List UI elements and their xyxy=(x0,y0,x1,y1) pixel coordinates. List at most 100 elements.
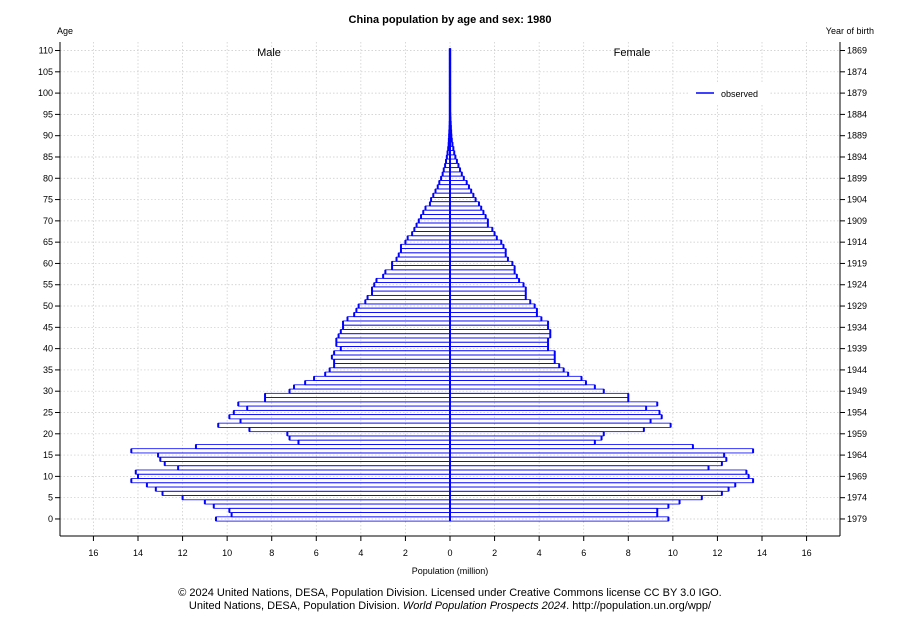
male-bar xyxy=(289,435,451,441)
y-tick-label-age: 5 xyxy=(48,493,53,503)
male-bar xyxy=(347,316,451,322)
female-bar xyxy=(449,456,727,462)
y-tick-label-birth-year: 1899 xyxy=(847,173,867,183)
female-bar xyxy=(449,465,709,471)
male-bar xyxy=(430,197,451,203)
female-bar xyxy=(449,171,463,177)
y-tick-label-age: 55 xyxy=(43,280,53,290)
x-tick-label: 12 xyxy=(712,548,722,558)
y-tick-label-birth-year: 1909 xyxy=(847,216,867,226)
female-bar xyxy=(449,294,527,301)
x-tick-label: 4 xyxy=(358,548,363,558)
y-tick-label-birth-year: 1934 xyxy=(847,322,867,332)
female-bar xyxy=(449,478,754,484)
x-tick-label: 10 xyxy=(668,548,678,558)
male-bar xyxy=(162,490,451,496)
female-bar xyxy=(449,363,560,369)
female-bar xyxy=(449,269,516,275)
y-tick-label-age: 100 xyxy=(38,88,53,98)
female-bar xyxy=(449,180,468,186)
male-bar xyxy=(333,350,451,356)
female-bar xyxy=(449,435,602,441)
male-bar xyxy=(289,388,451,394)
male-bar xyxy=(164,461,451,467)
y-tick-label-birth-year: 1949 xyxy=(847,386,867,396)
y-tick-label-age: 35 xyxy=(43,365,53,375)
male-bar xyxy=(231,512,451,518)
male-bar xyxy=(425,205,451,211)
y-tick-label-age: 45 xyxy=(43,322,53,332)
male-bar xyxy=(384,269,451,275)
male-bar xyxy=(435,188,451,194)
female-bar xyxy=(449,341,549,347)
female-bar xyxy=(449,507,658,513)
female-bar xyxy=(449,401,658,407)
legend-box xyxy=(690,84,770,104)
male-label: Male xyxy=(257,47,281,59)
y-axis-right-label: Year of birth xyxy=(826,26,874,36)
y-tick-label-birth-year: 1919 xyxy=(847,258,867,268)
female-bar xyxy=(449,277,520,284)
x-tick-label: 2 xyxy=(492,548,497,558)
male-bar xyxy=(304,380,451,386)
y-tick-label-age: 30 xyxy=(43,386,53,396)
male-bar xyxy=(411,231,451,237)
male-bar xyxy=(367,294,451,301)
male-bar xyxy=(413,226,451,232)
female-bar xyxy=(449,299,531,305)
x-tick-label: 16 xyxy=(802,548,812,558)
x-tick-label: 6 xyxy=(581,548,586,558)
y-tick-label-age: 10 xyxy=(43,471,53,481)
male-bar xyxy=(340,329,451,335)
female-bar xyxy=(449,312,538,318)
x-tick-label: 14 xyxy=(133,548,143,558)
male-bar xyxy=(429,201,451,207)
male-bar xyxy=(391,265,451,271)
male-bar xyxy=(333,358,451,364)
footer-copyright: © 2024 United Nations, DESA, Population … xyxy=(178,587,722,599)
y-tick-label-birth-year: 1959 xyxy=(847,429,867,439)
x-tick-label: 16 xyxy=(88,548,98,558)
footer-citation: United Nations, DESA, Population Divisio… xyxy=(0,600,900,612)
female-bar xyxy=(449,167,461,173)
female-bar xyxy=(449,486,729,492)
y-tick-label-age: 65 xyxy=(43,237,53,247)
female-label: Female xyxy=(614,47,651,59)
female-bar xyxy=(449,503,669,509)
female-bar xyxy=(449,371,569,377)
male-bar xyxy=(396,256,451,262)
y-tick-label-age: 105 xyxy=(38,67,53,77)
male-bar xyxy=(324,371,451,377)
male-bar xyxy=(213,503,451,509)
y-tick-label-birth-year: 1874 xyxy=(847,67,867,77)
y-tick-label-birth-year: 1889 xyxy=(847,131,867,141)
female-bar xyxy=(449,243,504,249)
female-bar xyxy=(449,162,459,169)
x-tick-label: 8 xyxy=(269,548,274,558)
y-tick-label-age: 25 xyxy=(43,408,53,418)
male-bar xyxy=(371,286,451,292)
female-bar xyxy=(449,490,723,496)
y-tick-label-age: 90 xyxy=(43,131,53,141)
male-bar xyxy=(204,499,451,505)
male-bar xyxy=(340,346,451,352)
female-bar xyxy=(449,256,509,262)
male-bar xyxy=(246,405,451,411)
male-bar xyxy=(420,214,451,220)
female-bar xyxy=(449,418,651,424)
legend: observed xyxy=(690,84,770,104)
male-bar xyxy=(264,392,451,398)
female-bar xyxy=(449,273,518,279)
y-tick-label-age: 85 xyxy=(43,152,53,162)
female-bar xyxy=(449,158,458,164)
y-tick-label-age: 70 xyxy=(43,216,53,226)
male-bar xyxy=(442,171,451,177)
x-tick-label: 12 xyxy=(178,548,188,558)
y-tick-label-age: 0 xyxy=(48,514,53,524)
female-bar xyxy=(449,265,516,271)
female-bar xyxy=(449,405,647,411)
female-bar xyxy=(449,188,472,194)
male-bar xyxy=(400,248,451,254)
